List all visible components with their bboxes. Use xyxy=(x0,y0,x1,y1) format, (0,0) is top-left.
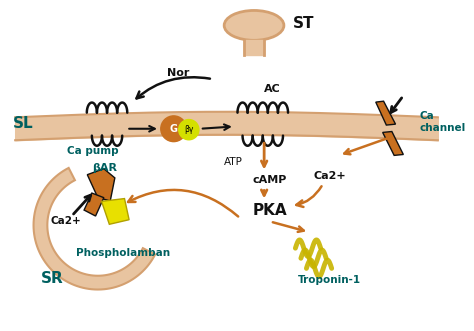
Text: Ca2+: Ca2+ xyxy=(50,216,81,226)
Ellipse shape xyxy=(224,11,284,40)
FancyArrowPatch shape xyxy=(128,190,238,216)
Text: βγ: βγ xyxy=(184,125,193,134)
Polygon shape xyxy=(376,101,395,125)
Polygon shape xyxy=(244,40,264,55)
FancyArrowPatch shape xyxy=(137,77,210,98)
Text: Ca2+: Ca2+ xyxy=(313,170,346,181)
Text: PKA: PKA xyxy=(253,203,287,218)
Text: Ca pump: Ca pump xyxy=(67,146,119,156)
Polygon shape xyxy=(84,193,104,216)
Text: ST: ST xyxy=(293,16,315,30)
Text: SR: SR xyxy=(41,270,64,286)
Text: AC: AC xyxy=(264,84,281,94)
Text: Nor: Nor xyxy=(167,68,190,78)
Text: cAMP: cAMP xyxy=(253,175,287,185)
Text: Troponin-1: Troponin-1 xyxy=(298,275,361,285)
Text: Phospholamban: Phospholamban xyxy=(76,248,170,258)
Polygon shape xyxy=(101,199,129,224)
Circle shape xyxy=(179,119,199,140)
FancyArrowPatch shape xyxy=(296,186,321,207)
Polygon shape xyxy=(87,169,115,201)
Polygon shape xyxy=(383,131,403,155)
Text: βAR: βAR xyxy=(92,163,117,173)
Circle shape xyxy=(161,116,186,142)
Text: SL: SL xyxy=(13,116,34,131)
Text: Ca
channel: Ca channel xyxy=(419,111,465,133)
Text: ATP: ATP xyxy=(224,157,243,167)
Text: G: G xyxy=(170,124,178,134)
Polygon shape xyxy=(34,168,155,290)
